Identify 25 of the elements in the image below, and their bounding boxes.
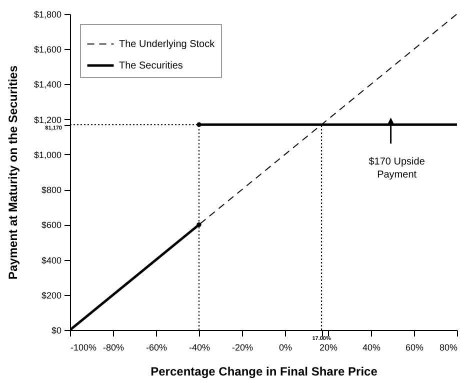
x-tick-label: -100% (70, 342, 97, 352)
x-axis-title: Percentage Change in Final Share Price (150, 364, 378, 378)
y-tick-label: $1,600 (34, 44, 62, 55)
annotation: $170 Upside Payment (368, 156, 426, 181)
y-axis-title: Payment at Maturity on the Securities (6, 65, 20, 280)
y-tick-label: $200 (41, 290, 62, 300)
x-tick-label: 80% (439, 342, 458, 352)
x-tick-label: -20% (232, 342, 254, 352)
y-tick-label: $1,800 (34, 10, 62, 20)
x-tick-label: 40% (362, 342, 381, 352)
y-tick-label: $1,400 (34, 80, 62, 90)
y-tick-label: $800 (41, 185, 62, 196)
x-tick-label: 60% (405, 342, 424, 352)
x-tick-label: -60% (146, 342, 168, 352)
y-tick-label: $1,200 (34, 114, 62, 125)
y-tick-label: $1,000 (34, 150, 62, 160)
legend-label: The Securities (119, 60, 183, 72)
y-tick-label: $600 (41, 220, 62, 230)
y-tick-label: $0 (51, 326, 62, 336)
x-tick-label: 0% (278, 342, 292, 352)
x-tick-label: -40% (188, 342, 210, 352)
y-tick-label: $400 (41, 255, 62, 266)
x-tick-label: 20% (319, 342, 338, 352)
x-tick-label: -80% (102, 342, 124, 352)
legend-label: The Underlying Stock (119, 39, 216, 50)
